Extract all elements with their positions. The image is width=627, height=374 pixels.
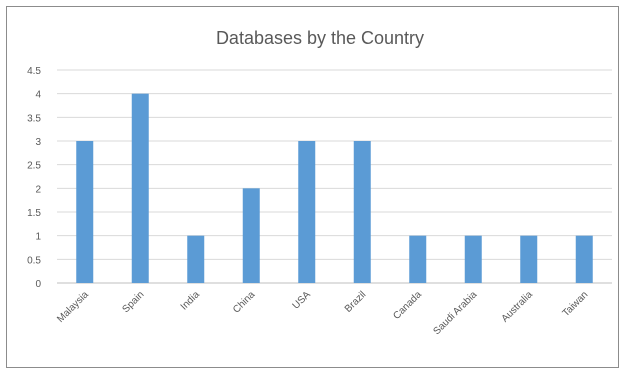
x-tick-label: Malaysia <box>55 289 91 325</box>
y-tick-label: 0 <box>35 279 41 290</box>
y-tick-label: 1 <box>35 232 41 243</box>
y-tick-label: 2.5 <box>27 161 41 172</box>
x-tick-label: Saudi Arabia <box>431 289 479 337</box>
bar-usa <box>298 141 316 283</box>
y-tick-label: 3 <box>35 137 41 148</box>
bar-malaysia <box>76 141 94 283</box>
bar-australia <box>520 235 538 283</box>
grid <box>57 69 612 284</box>
y-tick-label: 2 <box>35 184 41 195</box>
x-tick-label: Australia <box>500 289 536 325</box>
bar-china <box>242 188 260 283</box>
y-tick-label: 4.5 <box>27 66 41 77</box>
x-tick-label: Spain <box>121 289 147 315</box>
x-tick-label: Canada <box>391 289 424 322</box>
x-tick-label: Brazil <box>343 289 368 314</box>
bar-canada <box>409 235 427 283</box>
y-axis: 0 0.5 1 1.5 2 2.5 3 3.5 4 4.5 <box>27 66 41 290</box>
chart-title: Databases by the Country <box>216 28 424 48</box>
y-tick-label: 0.5 <box>27 255 41 266</box>
bar-spain <box>131 93 149 284</box>
bar-saudi-arabia <box>464 235 482 283</box>
bar-india <box>187 235 205 283</box>
x-tick-label: USA <box>291 289 314 312</box>
bar-brazil <box>353 141 371 283</box>
y-tick-label: 1.5 <box>27 208 41 219</box>
x-axis: Malaysia Spain India China USA Brazil Canada Sa… <box>55 289 590 337</box>
x-tick-label: Taiwan <box>561 289 591 319</box>
y-tick-label: 3.5 <box>27 113 41 124</box>
x-tick-label: China <box>231 289 258 316</box>
x-tick-label: India <box>179 289 202 312</box>
bar-taiwan <box>575 235 593 283</box>
y-tick-label: 4 <box>35 90 41 101</box>
bars <box>76 93 593 284</box>
